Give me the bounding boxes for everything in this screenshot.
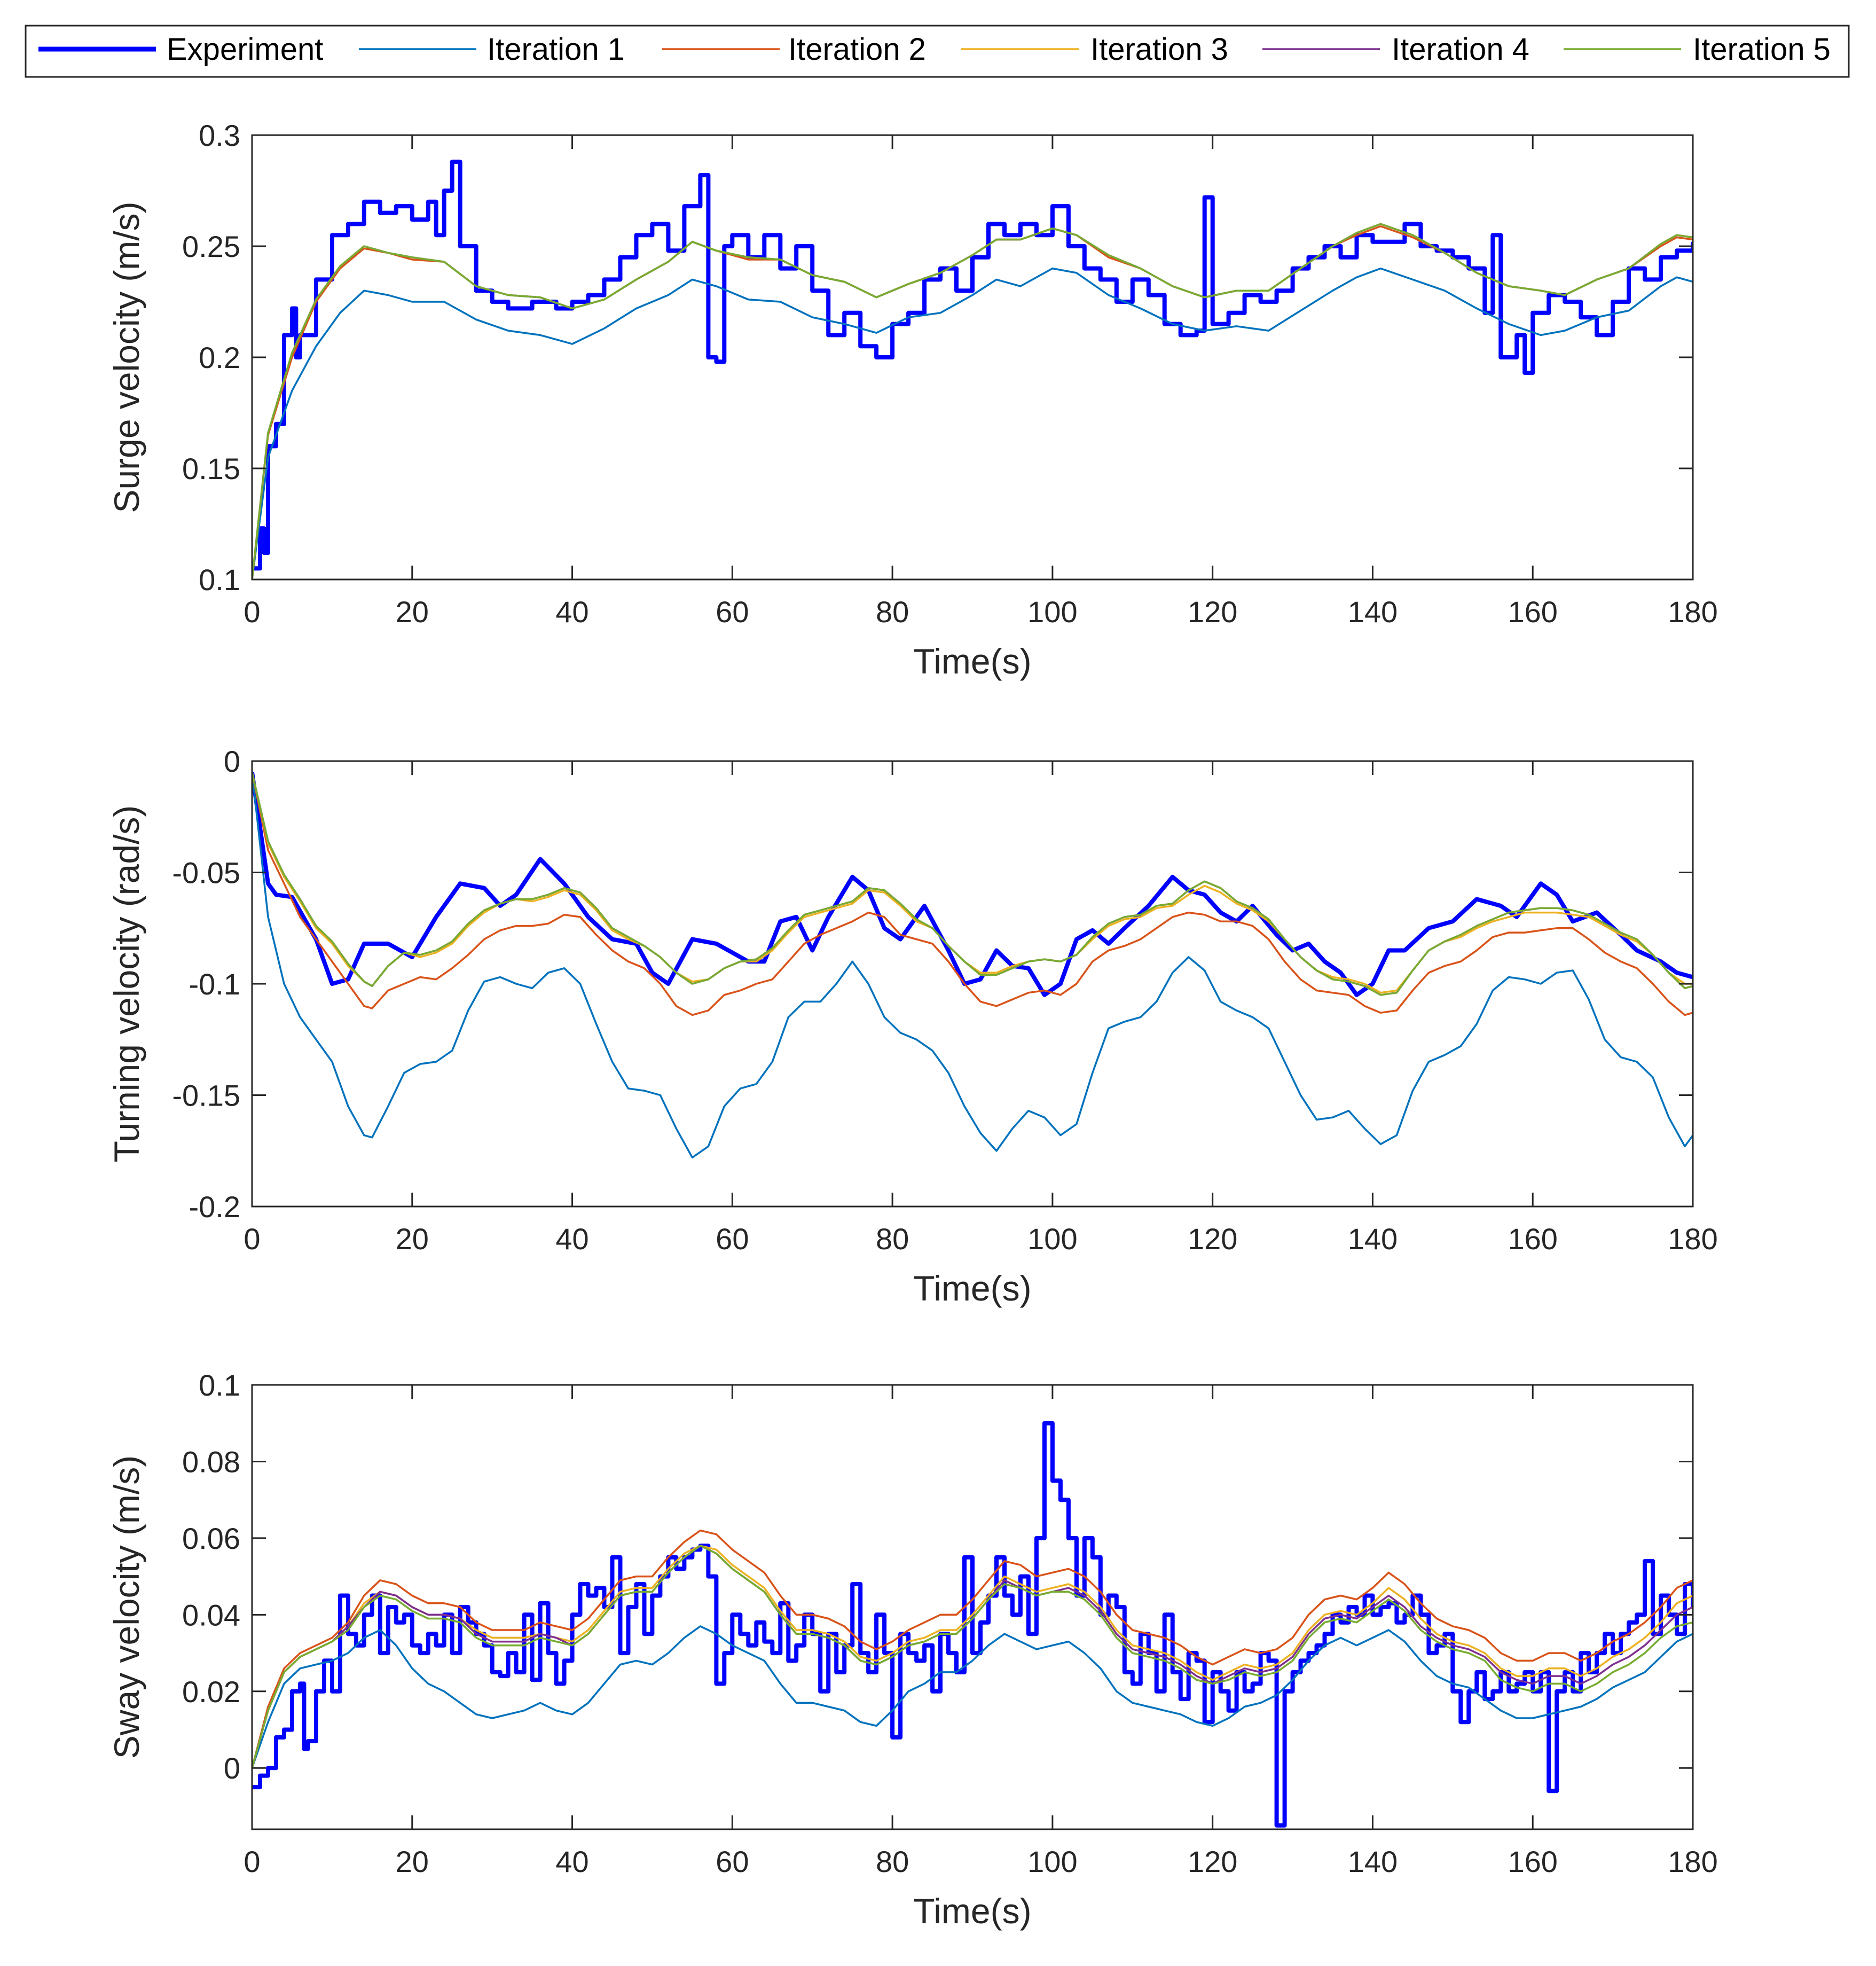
surge-xtick-label-180: 180 [1668,595,1717,629]
sway-series-iteration-1 [252,1625,1693,1768]
surge-xlabel: Time(s) [913,641,1031,681]
sway-series-group [252,1421,1693,1828]
sway-xtick-label-140: 140 [1348,1845,1398,1878]
sway-series-experiment [252,1421,1693,1828]
legend-label-iteration-2: Iteration 2 [788,32,926,67]
legend-entry-iteration-3: Iteration 3 [961,32,1228,67]
sway-ytick-label-1: 0.02 [182,1675,240,1709]
legend-entry-iteration-4: Iteration 4 [1262,32,1529,67]
turning-xtick-label-60: 60 [716,1222,749,1256]
turning-ytick-label-3: -0.05 [172,856,240,890]
sway-ylabel: Sway velocity (m/s) [107,1455,146,1759]
surge-xtick-label-40: 40 [555,595,588,629]
legend-label-experiment: Experiment [167,32,323,67]
turning-ytick-label-2: -0.1 [189,967,241,1001]
turning-series-iteration-2 [252,772,1693,1016]
turning-xtick-label-180: 180 [1668,1222,1717,1256]
sway-ytick-label-4: 0.08 [182,1445,240,1478]
surge-xtick-label-0: 0 [244,595,260,629]
sway-xtick-label-40: 40 [555,1845,588,1878]
legend-entry-iteration-5: Iteration 5 [1564,32,1831,67]
surge-plot-area [252,135,1693,579]
surge-xtick-label-100: 100 [1027,595,1077,629]
sway-ytick-label-0: 0 [224,1751,240,1785]
turning-xtick-label-20: 20 [396,1222,429,1256]
sway-xtick-label-180: 180 [1668,1845,1717,1878]
surge-xtick-label-80: 80 [876,595,909,629]
surge-xtick-label-60: 60 [716,595,749,629]
sway-xtick-label-100: 100 [1027,1845,1077,1878]
surge-ylabel: Surge velocity (m/s) [107,201,146,513]
legend: Experiment Iteration 1 Iteration 2 Itera… [25,25,1850,78]
surge-series-group [252,159,1693,579]
sway-axes-box [251,1384,1694,1830]
sway-ytick-label-5: 0.1 [199,1368,240,1402]
turning-xtick-label-140: 140 [1348,1222,1398,1256]
surge-ytick-label-4: 0.3 [199,119,240,152]
turning-xtick-label-100: 100 [1027,1222,1077,1256]
surge-xtick-label-120: 120 [1188,595,1237,629]
turning-xtick-label-0: 0 [244,1222,260,1256]
sway-xtick-label-60: 60 [716,1845,749,1878]
surge-xtick-label-160: 160 [1508,595,1558,629]
turning-xtick-label-40: 40 [555,1222,588,1256]
sway-series-iteration-5 [252,1545,1693,1768]
legend-box [25,25,1850,78]
surge-xtick-label-20: 20 [396,595,429,629]
turning-velocity-panel: 0 20 40 60 80 100 120 140 160 180 -0.2 -0.15 -0.1 -0.… [107,745,1718,1308]
surge-series-iteration-1 [252,267,1693,579]
turning-series-iteration-1 [252,772,1693,1159]
sway-series-iteration-3 [252,1545,1693,1768]
sway-xtick-label-20: 20 [396,1845,429,1878]
surge-ytick-label-1: 0.15 [182,452,240,485]
surge-xtick-label-140: 140 [1348,595,1398,629]
sway-velocity-panel: 0 20 40 60 80 100 120 140 160 180 0 0.02 0.04 0.06 0.0… [107,1368,1718,1931]
turning-ytick-label-0: -0.2 [189,1190,241,1224]
legend-entry-iteration-1: Iteration 1 [359,32,625,67]
turning-ytick-label-1: -0.15 [172,1079,240,1113]
surge-series-iteration-5 [252,223,1693,579]
legend-entry-iteration-2: Iteration 2 [662,32,926,67]
turning-ylabel: Turning velocity (rad/s) [107,805,146,1163]
turning-xtick-label-120: 120 [1188,1222,1237,1256]
legend-entry-experiment: Experiment [38,32,323,67]
legend-label-iteration-4: Iteration 4 [1392,32,1529,67]
sway-xtick-label-80: 80 [876,1845,909,1878]
turning-xtick-label-80: 80 [876,1222,909,1256]
turning-series-experiment [252,772,1693,997]
sway-xtick-label-0: 0 [244,1845,260,1878]
turning-series-group [252,772,1693,1159]
surge-ytick-label-0: 0.1 [199,563,240,597]
sway-xtick-label-160: 160 [1508,1845,1558,1878]
sway-ytick-label-2: 0.04 [182,1598,240,1632]
turning-ytick-label-4: 0 [224,745,240,778]
turning-series-iteration-5 [252,772,1693,996]
legend-label-iteration-3: Iteration 3 [1090,32,1228,67]
turning-xtick-label-160: 160 [1508,1222,1558,1256]
sway-xtick-label-120: 120 [1188,1845,1237,1878]
sway-ytick-label-3: 0.06 [182,1522,240,1555]
turning-xlabel: Time(s) [913,1268,1031,1308]
surge-series-experiment [252,159,1693,571]
legend-label-iteration-5: Iteration 5 [1693,32,1831,67]
surge-velocity-panel: 0 20 40 60 80 100 120 140 160 180 0.1 0.15 0.2 0.25 0.… [107,119,1718,681]
surge-ytick-label-2: 0.2 [199,341,240,374]
legend-label-iteration-1: Iteration 1 [487,32,625,67]
surge-ytick-label-3: 0.25 [182,230,240,263]
sway-series-iteration-2 [252,1529,1693,1768]
sway-xlabel: Time(s) [913,1891,1031,1931]
